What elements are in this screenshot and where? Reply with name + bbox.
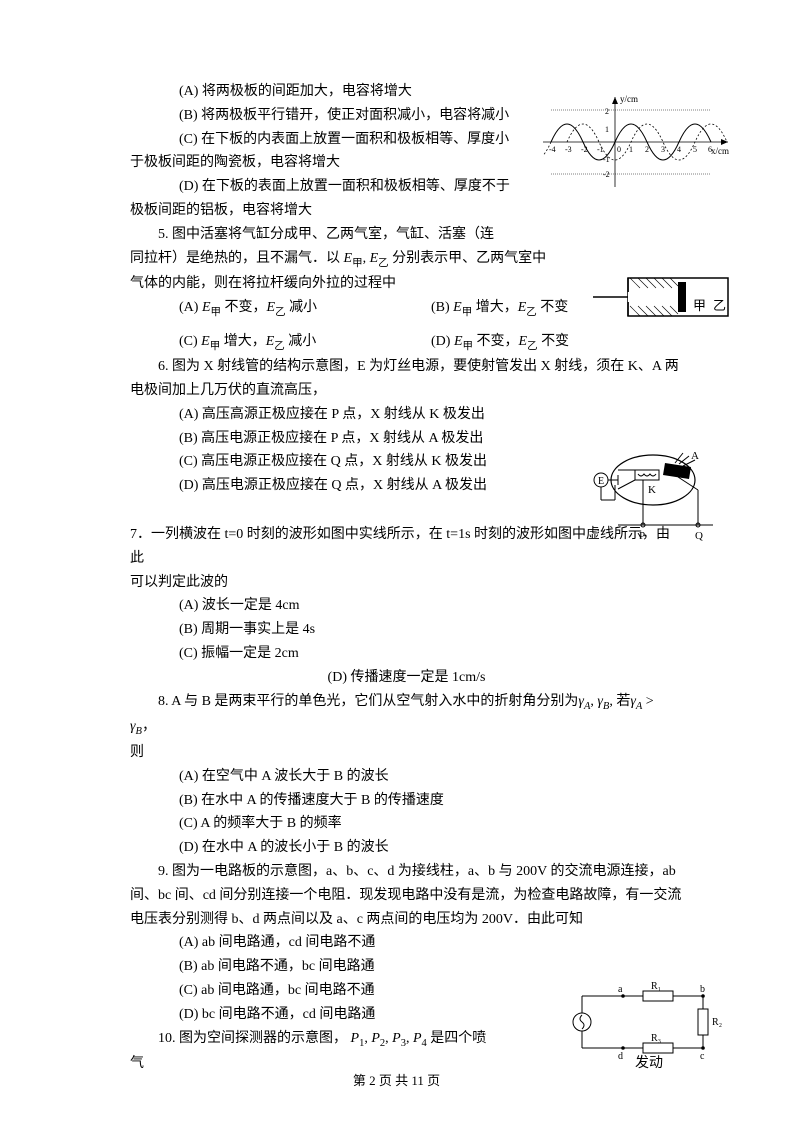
svg-text:2: 2 bbox=[645, 145, 649, 154]
svg-text:3: 3 bbox=[661, 145, 665, 154]
q8-intro1: 8. A 与 B 是两束平行的单色光，它们从空气射入水中的折射角分别为γA, γ… bbox=[130, 690, 683, 741]
q9-B: (B) ab 间电路不通，bc 间电路通 bbox=[130, 955, 683, 979]
svg-text:y/cm: y/cm bbox=[620, 94, 638, 104]
q8-B: (B) 在水中 A 的传播速度大于 B 的传播速度 bbox=[130, 789, 683, 813]
svg-text:2: 2 bbox=[605, 107, 609, 116]
svg-text:-2: -2 bbox=[581, 145, 588, 154]
circuit-figure: a b c d R₁ R₂ R₃ bbox=[568, 982, 738, 1062]
page-footer: 第 2 页 共 11 页 bbox=[0, 1070, 793, 1092]
svg-text:1: 1 bbox=[629, 145, 633, 154]
svg-text:1: 1 bbox=[605, 125, 609, 134]
svg-text:甲: 甲 bbox=[693, 298, 706, 313]
svg-text:乙: 乙 bbox=[713, 298, 726, 313]
q9-intro1: 9. 图为一电路板的示意图，a、b、c、d 为接线柱，a、b 与 200V 的交… bbox=[130, 860, 683, 884]
q8-intro2: 则 bbox=[130, 741, 683, 765]
svg-text:-1: -1 bbox=[597, 145, 604, 154]
q7-intro2: 可以判定此波的 bbox=[130, 571, 683, 595]
svg-text:5: 5 bbox=[693, 145, 697, 154]
q8-A: (A) 在空气中 A 波长大于 B 的波长 bbox=[130, 765, 683, 789]
svg-text:K: K bbox=[648, 484, 656, 496]
q5-intro1: 5. 图中活塞将气缸分成甲、乙两气室，气缸、活塞（连 bbox=[130, 223, 683, 247]
q6-A: (A) 高压高源正极应接在 P 点，X 射线从 K 极发出 bbox=[130, 403, 683, 427]
svg-text:d: d bbox=[618, 1051, 623, 1062]
svg-text:6: 6 bbox=[708, 145, 712, 154]
svg-text:-4: -4 bbox=[549, 145, 556, 154]
q8-C: (C) A 的频率大于 B 的频率 bbox=[130, 812, 683, 836]
q4-D2: 极板间距的铝板，电容将增大 bbox=[130, 199, 683, 223]
q5-intro2: 同拉杆）是绝热的，且不漏气．以 E甲, E乙 分别表示甲、乙两气室中 bbox=[130, 247, 683, 273]
svg-text:4: 4 bbox=[677, 145, 681, 154]
svg-text:Q: Q bbox=[695, 530, 703, 542]
svg-text:P: P bbox=[639, 530, 645, 542]
q6-intro1: 6. 图为 X 射线管的结构示意图，E 为灯丝电源，要使射管发出 X 射线，须在… bbox=[130, 355, 683, 379]
q9-intro2: 间、bc 间、cd 间分别连接一个电阻．现发现电路中没有是流，为检查电路故障，有… bbox=[130, 884, 683, 908]
svg-text:-2: -2 bbox=[603, 170, 610, 179]
q7-B: (B) 周期一事实上是 4s bbox=[130, 618, 683, 642]
svg-text:b: b bbox=[700, 984, 705, 995]
svg-text:c: c bbox=[700, 1051, 705, 1062]
q7-A: (A) 波长一定是 4cm bbox=[130, 594, 683, 618]
svg-text:E: E bbox=[598, 476, 604, 487]
wave-figure: y/cm x/cm -4-3-2-1 0123 456 21-1-2 bbox=[543, 92, 733, 192]
svg-text:-1: -1 bbox=[603, 155, 610, 164]
xray-figure: A K E P Q bbox=[583, 445, 723, 545]
cylinder-figure: 甲 乙 bbox=[593, 270, 733, 325]
q8-D: (D) 在水中 A 的波长小于 B 的波长 bbox=[130, 836, 683, 860]
svg-text:R₁: R₁ bbox=[651, 982, 661, 992]
svg-text:R₂: R₂ bbox=[712, 1017, 722, 1028]
q7-C: (C) 振幅一定是 2cm bbox=[130, 642, 683, 666]
q6-intro2: 电极间加上几万伏的直流高压， bbox=[130, 379, 683, 403]
q7-D: (D) 传播速度一定是 1cm/s bbox=[130, 666, 683, 690]
svg-text:R₃: R₃ bbox=[651, 1033, 661, 1044]
q9-A: (A) ab 间电路通，cd 间电路不通 bbox=[130, 931, 683, 955]
svg-text:a: a bbox=[618, 984, 623, 995]
svg-text:A: A bbox=[691, 450, 699, 462]
q9-intro3: 电压表分别测得 b、d 两点间以及 a、c 两点间的电压均为 200V．由此可知 bbox=[130, 908, 683, 932]
q5-row2: (C) E甲 增大，E乙 减小 (D) E甲 不变，E乙 不变 bbox=[179, 330, 683, 356]
svg-text:-3: -3 bbox=[565, 145, 572, 154]
svg-text:x/cm: x/cm bbox=[711, 146, 729, 156]
svg-text:0: 0 bbox=[617, 145, 621, 154]
